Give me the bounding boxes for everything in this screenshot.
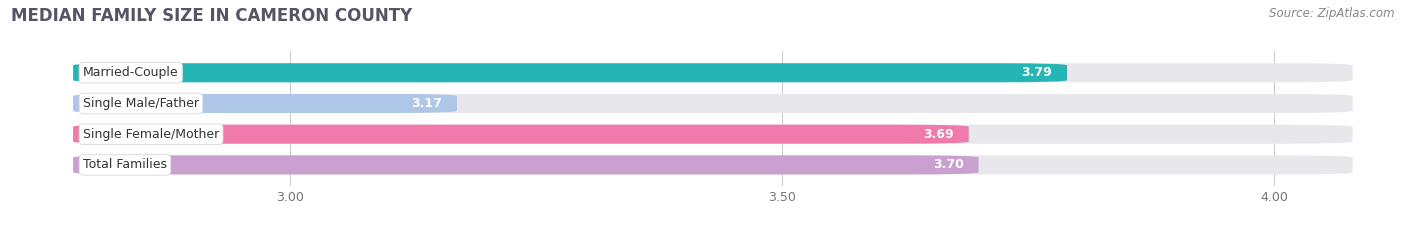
FancyBboxPatch shape bbox=[73, 94, 457, 113]
FancyBboxPatch shape bbox=[73, 155, 1353, 175]
FancyBboxPatch shape bbox=[73, 155, 979, 175]
Text: 3.17: 3.17 bbox=[412, 97, 441, 110]
Text: Total Families: Total Families bbox=[83, 158, 167, 171]
FancyBboxPatch shape bbox=[73, 125, 1353, 144]
FancyBboxPatch shape bbox=[73, 63, 1067, 82]
Text: Single Female/Mother: Single Female/Mother bbox=[83, 128, 219, 141]
FancyBboxPatch shape bbox=[73, 94, 1353, 113]
FancyBboxPatch shape bbox=[73, 63, 1353, 82]
Text: Source: ZipAtlas.com: Source: ZipAtlas.com bbox=[1270, 7, 1395, 20]
Text: Single Male/Father: Single Male/Father bbox=[83, 97, 200, 110]
Text: 3.79: 3.79 bbox=[1022, 66, 1052, 79]
Text: Married-Couple: Married-Couple bbox=[83, 66, 179, 79]
Text: 3.70: 3.70 bbox=[934, 158, 963, 171]
Text: 3.69: 3.69 bbox=[924, 128, 953, 141]
FancyBboxPatch shape bbox=[73, 125, 969, 144]
Text: MEDIAN FAMILY SIZE IN CAMERON COUNTY: MEDIAN FAMILY SIZE IN CAMERON COUNTY bbox=[11, 7, 412, 25]
